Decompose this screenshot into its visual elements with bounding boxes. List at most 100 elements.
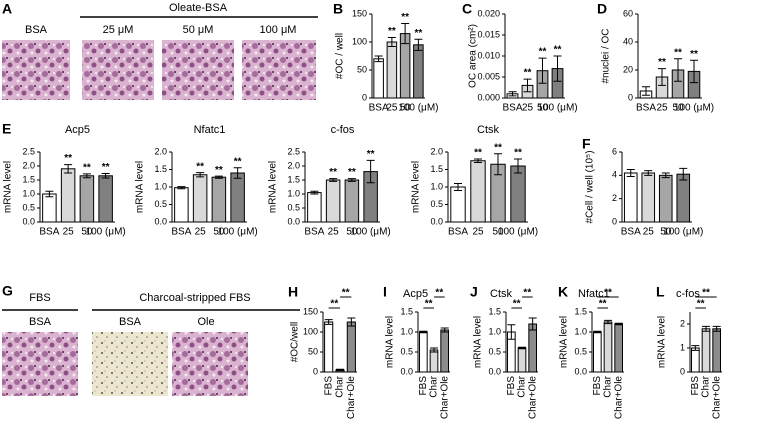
x-tick-label: 100 (μM) (351, 227, 391, 238)
comparison-label: ** (604, 288, 612, 299)
error-bar (82, 173, 91, 179)
significance: ** (474, 148, 482, 159)
panel-letter: D (597, 1, 607, 17)
error-bar (419, 330, 428, 334)
y-tick-label: 1.0 (488, 326, 501, 336)
x-tick-label: 50 (672, 103, 684, 114)
y-tick-label: 2 (680, 318, 685, 328)
y-tick-label: 100 (303, 326, 318, 336)
y-tick-label: 1.0 (287, 188, 300, 198)
error-bar (604, 319, 612, 325)
significance: ** (414, 28, 422, 39)
significance: ** (367, 149, 375, 160)
error-bar (661, 172, 670, 179)
significance: ** (494, 142, 502, 153)
panel-letter: J (470, 284, 478, 300)
image-label: 25 μM (103, 24, 134, 36)
bar (192, 174, 208, 223)
y-axis-title: mRNA level (559, 316, 570, 368)
chart-title: c-fos (676, 288, 700, 300)
x-tick-label: Char (701, 375, 712, 397)
error-bar (366, 159, 375, 184)
comparison-label: ** (523, 288, 531, 299)
y-axis-title: mRNA level (3, 161, 14, 213)
x-tick-label: 100 (μM) (398, 103, 438, 114)
error-bar (347, 178, 356, 182)
significance: ** (388, 26, 396, 37)
error-bar (518, 346, 526, 350)
y-tick-label: 0.015 (477, 29, 500, 39)
x-tick-label: BSA (304, 227, 324, 238)
panel-letter: F (582, 136, 591, 152)
x-tick-label: FBS (418, 376, 429, 396)
panel-letter: H (288, 284, 298, 300)
chart-title: Acp5 (65, 124, 90, 136)
y-tick-label: 1.5 (154, 164, 167, 174)
x-tick-label: 100 (μM) (663, 227, 703, 238)
error-bar (474, 158, 482, 163)
y-tick-label: 1.5 (488, 306, 501, 316)
y-tick-label: 1.5 (400, 306, 413, 316)
comparison-label: ** (435, 288, 443, 299)
significance: ** (215, 165, 223, 176)
y-tick-label: 0 (628, 92, 633, 102)
x-tick-label: Char (603, 375, 614, 397)
panel-letter: L (656, 284, 665, 300)
error-bar (593, 330, 602, 334)
y-tick-label: 0 (313, 366, 318, 376)
panel-letter: B (333, 1, 343, 17)
panel-a: A BSA Oleate-BSA 25 μM 50 μM 100 μM (2, 1, 318, 100)
x-tick-label: 25 (472, 227, 484, 238)
y-tick-label: 2.0 (430, 146, 443, 156)
image-label: BSA (25, 24, 48, 36)
error-bar (324, 319, 333, 325)
micrograph (162, 40, 234, 100)
bar (676, 173, 691, 223)
x-tick-label: 25 (643, 227, 655, 238)
panel-letter: C (462, 1, 472, 17)
y-tick-label: 1.5 (574, 306, 587, 316)
bar (42, 193, 57, 223)
error-bar (642, 86, 650, 96)
x-tick-label: Char+Ole (613, 376, 624, 420)
y-tick-label: 0.0 (154, 216, 167, 226)
bar (614, 323, 624, 373)
significance: ** (64, 153, 72, 164)
x-tick-label: Char+Ole (527, 376, 538, 420)
y-tick-label: 0.0 (287, 216, 300, 226)
error-bar (414, 38, 423, 51)
bar (324, 321, 334, 373)
comparison-label: ** (513, 299, 521, 310)
significance: ** (690, 49, 698, 60)
x-tick-label: BSA (171, 227, 191, 238)
x-tick-label: 50 (346, 227, 358, 238)
bar (413, 44, 424, 99)
panel-g: G FBS Charcoal-stripped FBS BSA BSA Ole (2, 283, 300, 396)
y-tick-label: 1.0 (430, 181, 443, 191)
bar (440, 329, 450, 373)
x-tick-label: Char+Ole (346, 376, 357, 420)
bar (658, 174, 673, 223)
chart-title: Ctsk (490, 288, 513, 300)
error-bar (310, 190, 319, 195)
y-axis-title: #Cell / well (10⁵) (585, 150, 596, 223)
error-bar (614, 322, 623, 326)
x-tick-label: BSA (502, 103, 522, 114)
micrograph (2, 332, 78, 396)
y-tick-label: 2 (612, 193, 617, 203)
x-tick-label: 50 (492, 227, 504, 238)
bar (325, 179, 341, 223)
bar (344, 179, 360, 223)
x-tick-label: 50 (213, 227, 225, 238)
y-tick-label: 60 (623, 8, 633, 18)
y-tick-label: 0.5 (574, 346, 587, 356)
error-bar (329, 178, 338, 182)
bar (307, 192, 322, 223)
comparison-label: ** (702, 288, 710, 299)
group-label: FBS (29, 292, 50, 304)
x-tick-label: BSA (621, 227, 641, 238)
bar (98, 175, 113, 223)
x-tick-label: 50 (400, 103, 412, 114)
significance: ** (196, 161, 204, 172)
